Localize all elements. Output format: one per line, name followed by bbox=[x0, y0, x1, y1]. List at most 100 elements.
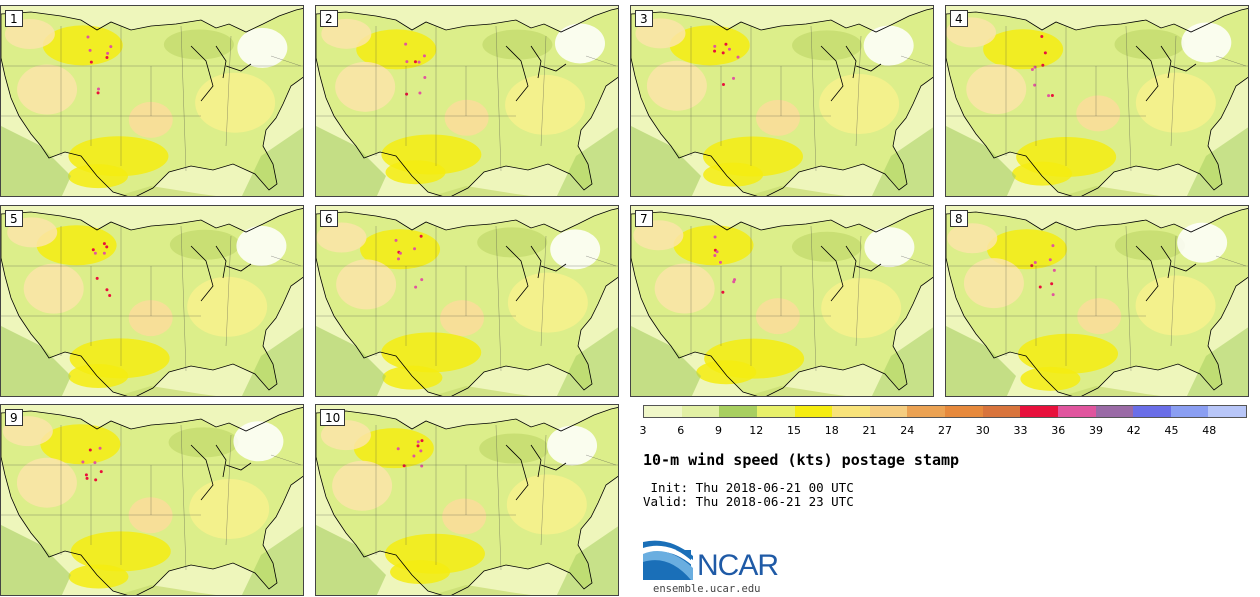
wind-speed-contour bbox=[1135, 72, 1216, 133]
map-panel-2[interactable]: 2 bbox=[315, 5, 619, 197]
wind-speed-contour bbox=[479, 433, 550, 464]
panel-number: 6 bbox=[320, 210, 338, 227]
wind-speed-max-point bbox=[396, 447, 400, 451]
map-panel-3[interactable]: 3 bbox=[630, 5, 934, 197]
map-panel-7[interactable]: 7 bbox=[630, 205, 934, 397]
wind-speed-contour bbox=[128, 300, 173, 337]
wind-speed-max-point bbox=[1041, 63, 1045, 67]
wind-speed-contour bbox=[335, 61, 396, 112]
wind-speed-max-point bbox=[419, 234, 423, 238]
wind-speed-contour bbox=[654, 263, 715, 314]
great-lakes-outline bbox=[190, 245, 252, 302]
coastline bbox=[946, 208, 1248, 396]
wind-speed-max-point bbox=[417, 60, 421, 64]
ocean-region bbox=[871, 327, 933, 396]
ocean-region bbox=[241, 526, 303, 595]
wind-speed-contour bbox=[864, 227, 915, 268]
wind-speed-max-point bbox=[81, 460, 85, 464]
map-panel-9[interactable]: 9 bbox=[0, 404, 304, 596]
wind-speed-max-point bbox=[1051, 244, 1055, 248]
great-lakes-outline bbox=[190, 45, 252, 102]
ocean-region bbox=[1, 326, 71, 396]
wind-speed-max-point bbox=[423, 75, 427, 79]
wind-speed-max-point bbox=[721, 290, 725, 294]
ocean-region bbox=[1186, 327, 1248, 396]
wind-speed-contour bbox=[507, 272, 588, 333]
wind-speed-max-point bbox=[93, 461, 97, 465]
colorbar-tick-label: 15 bbox=[787, 424, 801, 437]
colorbar-tick-label: 48 bbox=[1202, 424, 1217, 437]
wind-speed-contour bbox=[353, 428, 434, 469]
colorbar-tick-label: 18 bbox=[824, 424, 839, 437]
map-panel-8[interactable]: 8 bbox=[945, 205, 1249, 397]
colorbar-swatch bbox=[681, 406, 720, 417]
colorbar-tick-label: 30 bbox=[975, 424, 990, 437]
wind-speed-max-point bbox=[1043, 51, 1047, 55]
wind-speed-contour bbox=[646, 60, 707, 111]
wind-speed-contour bbox=[673, 225, 754, 266]
wind-map bbox=[1, 208, 303, 396]
wind-speed-max-point bbox=[394, 238, 398, 242]
wind-speed-max-point bbox=[95, 276, 99, 280]
wind-speed-contour bbox=[696, 360, 757, 385]
map-panel-10[interactable]: 10 bbox=[315, 404, 619, 596]
state-borders bbox=[316, 424, 618, 571]
wind-speed-max-point bbox=[412, 454, 416, 458]
great-lakes-outline bbox=[505, 245, 567, 302]
wind-speed-contour bbox=[703, 162, 764, 187]
wind-speed-max-point bbox=[96, 87, 100, 91]
wind-speed-max-point bbox=[85, 476, 89, 480]
wind-speed-contour bbox=[332, 460, 393, 511]
ocean-region bbox=[871, 127, 933, 196]
init-time: Init: Thu 2018-06-21 00 UTC bbox=[643, 480, 854, 495]
wind-speed-contour bbox=[169, 229, 240, 260]
map-panel-6[interactable]: 6 bbox=[315, 205, 619, 397]
wind-speed-max-point bbox=[398, 251, 402, 255]
wind-speed-contour bbox=[68, 364, 129, 389]
ocean-region bbox=[1, 126, 71, 196]
colorbar-swatch bbox=[1208, 406, 1246, 417]
wind-speed-max-point bbox=[1033, 83, 1037, 87]
wind-speed-contour bbox=[821, 278, 902, 339]
wind-speed-contour bbox=[17, 64, 78, 115]
panel-number: 9 bbox=[5, 409, 23, 426]
map-panel-4[interactable]: 4 bbox=[945, 5, 1249, 197]
wind-speed-contour bbox=[336, 259, 397, 310]
wind-speed-contour bbox=[963, 258, 1024, 309]
colorbar-tick-label: 12 bbox=[749, 424, 764, 437]
state-borders bbox=[631, 225, 933, 372]
ncar-logo-icon bbox=[643, 540, 693, 580]
wind-speed-max-point bbox=[420, 278, 424, 282]
panel-number: 7 bbox=[635, 210, 653, 227]
ocean-region bbox=[316, 326, 386, 396]
wind-speed-max-point bbox=[89, 60, 93, 64]
map-panel-5[interactable]: 5 bbox=[0, 205, 304, 397]
wind-speed-contour bbox=[983, 29, 1064, 70]
state-borders bbox=[1, 225, 303, 372]
colorbar-swatch bbox=[1133, 406, 1171, 417]
wind-speed-max-point bbox=[1051, 293, 1055, 297]
colorbar-tick-label: 6 bbox=[677, 424, 685, 437]
wind-speed-max-point bbox=[99, 470, 103, 474]
colorbar-tick-label: 42 bbox=[1126, 424, 1141, 437]
wind-speed-contour bbox=[633, 220, 684, 251]
wind-speed-contour bbox=[1181, 22, 1232, 63]
wind-speed-contour bbox=[23, 263, 84, 314]
wind-speed-contour bbox=[187, 276, 268, 337]
wind-speed-max-point bbox=[732, 280, 736, 284]
wind-speed-contour bbox=[40, 424, 121, 465]
wind-speed-contour bbox=[356, 29, 437, 70]
wind-speed-max-point bbox=[732, 76, 736, 80]
wind-map bbox=[631, 8, 933, 196]
colorbar-swatch bbox=[869, 406, 908, 417]
coastline bbox=[946, 8, 1248, 196]
map-panel-1[interactable]: 1 bbox=[0, 5, 304, 197]
panel-number: 1 bbox=[5, 10, 23, 27]
wind-speed-contour bbox=[547, 425, 598, 466]
wind-speed-contour bbox=[236, 225, 287, 266]
wind-speed-max-point bbox=[91, 248, 95, 252]
coastline bbox=[631, 8, 933, 196]
ocean-region bbox=[631, 326, 701, 396]
coastline bbox=[316, 208, 618, 396]
wind-speed-max-point bbox=[721, 83, 725, 87]
